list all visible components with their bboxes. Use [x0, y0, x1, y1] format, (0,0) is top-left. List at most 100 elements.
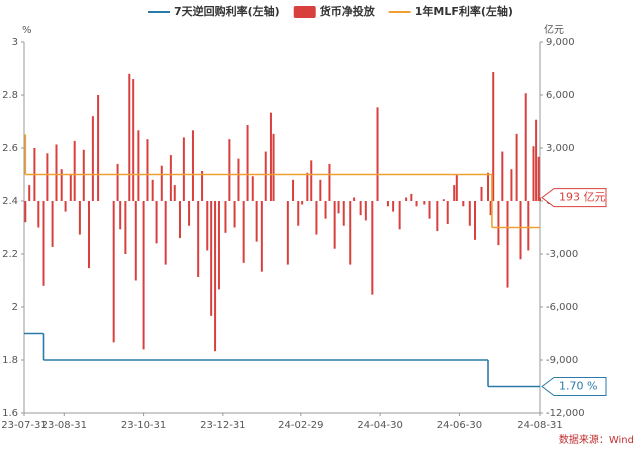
- bar: [349, 201, 352, 265]
- end-label-box: [541, 377, 607, 396]
- bar: [501, 151, 504, 201]
- bar: [91, 116, 94, 201]
- bar: [188, 201, 191, 226]
- bar: [146, 139, 149, 201]
- bar: [480, 186, 483, 201]
- y-axis-unit: %: [22, 25, 32, 36]
- bar: [73, 140, 76, 201]
- bar: [462, 201, 465, 207]
- bar: [371, 201, 374, 295]
- y-tick-label: 2.2: [2, 249, 18, 260]
- bar: [224, 201, 227, 233]
- bar: [64, 201, 67, 212]
- bar: [46, 153, 49, 201]
- bar: [237, 158, 240, 201]
- bar: [134, 201, 137, 281]
- bar: [497, 201, 500, 246]
- bar: [272, 133, 275, 201]
- bar: [286, 201, 289, 265]
- bar: [333, 201, 336, 249]
- bar: [468, 201, 471, 226]
- y2-axis-unit: 亿元: [544, 23, 564, 36]
- bar: [164, 201, 167, 265]
- bar: [446, 201, 449, 224]
- bar: [82, 149, 85, 201]
- x-tick-label: 24-06-30: [437, 420, 482, 431]
- bar: [124, 201, 127, 254]
- bar: [155, 201, 158, 244]
- bar: [319, 179, 322, 201]
- bar: [506, 201, 509, 288]
- bar: [28, 185, 31, 201]
- bar: [405, 197, 408, 201]
- bar: [510, 169, 513, 201]
- bar: [42, 201, 45, 286]
- y-tick-label: 2: [12, 302, 18, 313]
- bar: [182, 137, 185, 201]
- legend-label: 货币净投放: [319, 4, 376, 18]
- bar: [474, 201, 477, 240]
- y-tick-label: 1.6: [2, 408, 18, 419]
- bar: [116, 163, 119, 201]
- y2-tick-label: 6,000: [546, 90, 575, 101]
- y2-tick-label: -3,000: [546, 249, 578, 260]
- bar: [415, 201, 418, 207]
- bar: [69, 174, 72, 201]
- bar: [128, 73, 131, 201]
- bar: [455, 174, 458, 201]
- end-label: 193 亿元: [559, 191, 606, 204]
- bar: [442, 199, 445, 201]
- bar: [173, 185, 176, 201]
- bar: [519, 201, 522, 260]
- bar: [251, 176, 254, 201]
- bar: [535, 119, 538, 201]
- bar: [269, 112, 272, 201]
- bar: [524, 93, 527, 201]
- bar: [515, 133, 518, 201]
- bar: [532, 146, 535, 201]
- bar: [169, 155, 172, 201]
- bar: [310, 160, 313, 201]
- bar: [410, 193, 413, 201]
- y2-tick-label: -9,000: [546, 355, 578, 366]
- bar: [201, 170, 204, 201]
- bar: [353, 197, 356, 201]
- bar: [255, 201, 258, 242]
- bar: [97, 95, 100, 201]
- x-tick-label: 23-10-31: [121, 420, 166, 431]
- bar: [160, 165, 163, 201]
- bar: [132, 79, 135, 201]
- bar: [142, 201, 145, 350]
- bar: [191, 130, 194, 201]
- bar: [428, 201, 431, 219]
- bar: [359, 201, 362, 216]
- legend-swatch: [293, 6, 316, 18]
- y2-tick-label: -12,000: [546, 408, 585, 419]
- bar: [264, 151, 267, 201]
- bar: [386, 201, 389, 207]
- bar: [51, 201, 54, 247]
- bar: [392, 201, 395, 212]
- bar: [78, 201, 81, 235]
- y2-tick-label: -6,000: [546, 302, 578, 313]
- bar: [315, 201, 318, 235]
- bar: [178, 201, 181, 239]
- bar: [423, 201, 426, 205]
- bar: [328, 163, 331, 201]
- bar: [246, 125, 249, 201]
- bar: [301, 201, 304, 205]
- y2-tick-label: 9,000: [546, 37, 575, 48]
- bar: [55, 144, 58, 201]
- bar: [539, 197, 541, 201]
- y-tick-label: 2.6: [2, 143, 18, 154]
- bar: [60, 169, 63, 201]
- bar: [453, 185, 456, 201]
- x-tick-label: 23-07-31: [1, 420, 46, 431]
- source: 数据来源：Wind: [559, 433, 634, 446]
- y-tick-label: 1.8: [2, 355, 18, 366]
- end-label-box: [541, 188, 607, 208]
- bar: [306, 172, 309, 201]
- bar: [87, 201, 90, 269]
- y-tick-label: 2.4: [2, 196, 18, 207]
